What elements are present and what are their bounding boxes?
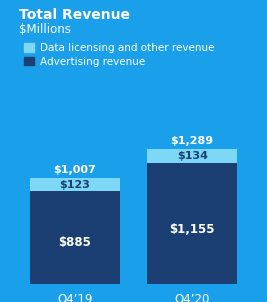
Text: $885: $885 xyxy=(58,236,91,249)
Text: Q4’20: Q4’20 xyxy=(175,292,210,302)
Text: $1,007: $1,007 xyxy=(53,165,96,175)
Text: Total Revenue: Total Revenue xyxy=(19,8,130,21)
Bar xyxy=(147,149,237,163)
Text: $1,289: $1,289 xyxy=(171,136,214,146)
Legend: Data licensing and other revenue, Advertising revenue: Data licensing and other revenue, Advert… xyxy=(24,43,214,67)
Bar xyxy=(30,191,120,284)
Bar xyxy=(147,163,237,284)
Text: $134: $134 xyxy=(177,151,208,161)
Bar xyxy=(30,178,120,191)
Text: Q4’19: Q4’19 xyxy=(57,292,92,302)
Text: $Millions: $Millions xyxy=(19,23,70,36)
Text: $123: $123 xyxy=(59,180,90,190)
Text: $1,155: $1,155 xyxy=(170,223,215,236)
